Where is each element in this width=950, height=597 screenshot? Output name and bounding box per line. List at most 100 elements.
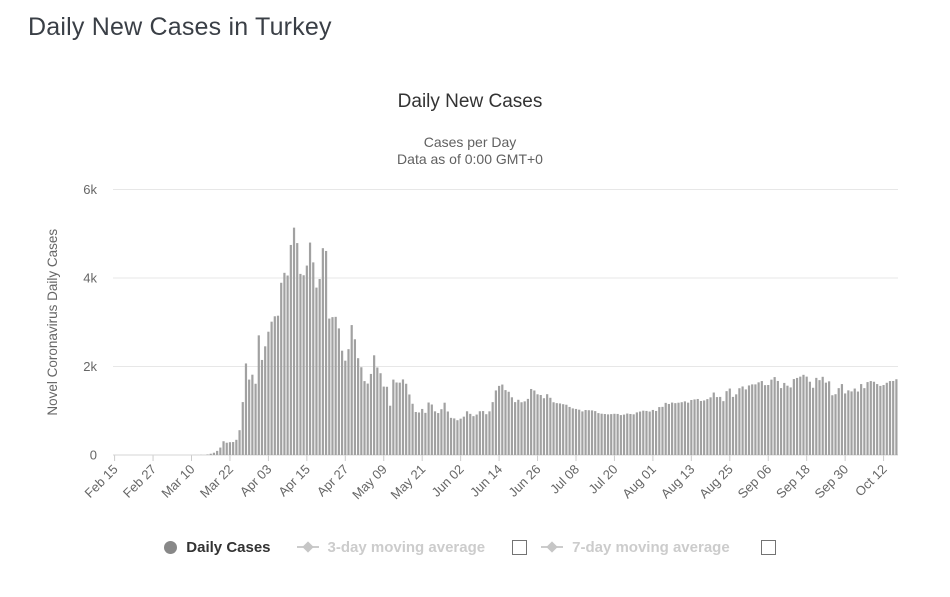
daily-cases-bar[interactable] [241, 402, 244, 455]
daily-cases-bar[interactable] [283, 272, 286, 455]
daily-cases-bar[interactable] [286, 275, 289, 455]
daily-cases-bar[interactable] [379, 373, 382, 455]
daily-cases-bar[interactable] [786, 385, 789, 455]
daily-cases-bar[interactable] [340, 350, 344, 455]
daily-cases-bar[interactable] [267, 331, 270, 455]
daily-cases-bar[interactable] [459, 418, 462, 455]
daily-cases-bar[interactable] [818, 380, 821, 455]
daily-cases-bar[interactable] [677, 402, 680, 455]
daily-cases-bar[interactable] [613, 413, 616, 455]
daily-cases-bar[interactable] [866, 382, 869, 455]
daily-cases-bar[interactable] [212, 452, 216, 455]
daily-cases-bar[interactable] [706, 399, 709, 455]
daily-cases-bar[interactable] [318, 279, 321, 455]
daily-cases-bar[interactable] [296, 243, 299, 455]
daily-cases-bar[interactable] [228, 442, 232, 455]
daily-cases-bar[interactable] [735, 394, 738, 455]
daily-cases-bar[interactable] [805, 376, 808, 455]
daily-cases-bar[interactable] [469, 413, 472, 455]
daily-cases-bar[interactable] [517, 399, 520, 455]
daily-cases-bar[interactable] [594, 411, 597, 455]
daily-cases-bar[interactable] [308, 242, 312, 455]
daily-cases-bar[interactable] [725, 391, 728, 455]
daily-cases-bar[interactable] [398, 382, 401, 455]
daily-cases-bar[interactable] [478, 411, 481, 455]
daily-cases-bar[interactable] [264, 346, 267, 455]
daily-cases-bar[interactable] [244, 363, 248, 455]
daily-cases-bar[interactable] [712, 392, 715, 455]
daily-cases-bar[interactable] [222, 441, 225, 455]
daily-cases-bar[interactable] [847, 390, 850, 455]
daily-cases-bar[interactable] [344, 360, 347, 455]
daily-cases-bar[interactable] [795, 377, 799, 455]
daily-cases-bar[interactable] [417, 412, 421, 455]
daily-cases-bar[interactable] [353, 339, 357, 455]
daily-cases-bar[interactable] [571, 408, 574, 455]
daily-cases-bar[interactable] [232, 442, 235, 455]
daily-cases-bar[interactable] [299, 273, 302, 455]
daily-cases-bar[interactable] [626, 413, 629, 455]
daily-cases-bar[interactable] [693, 399, 696, 455]
daily-cases-bar[interactable] [600, 413, 603, 455]
daily-cases-bar[interactable] [465, 411, 469, 455]
daily-cases-bar[interactable] [863, 388, 866, 455]
daily-cases-bar[interactable] [667, 403, 671, 455]
daily-cases-bar[interactable] [395, 382, 398, 455]
daily-cases-bar[interactable] [757, 382, 760, 455]
daily-cases-bar[interactable] [552, 402, 555, 455]
daily-cases-bar[interactable] [879, 385, 882, 455]
daily-cases-bar[interactable] [834, 394, 837, 455]
daily-cases-bar[interactable] [892, 380, 895, 455]
daily-cases-bar[interactable] [882, 385, 885, 455]
daily-cases-bar[interactable] [225, 442, 228, 455]
daily-cases-bar[interactable] [369, 373, 373, 455]
daily-cases-bar[interactable] [507, 391, 510, 455]
daily-cases-bar[interactable] [491, 402, 494, 455]
daily-cases-bar[interactable] [235, 439, 238, 455]
daily-cases-bar[interactable] [853, 388, 856, 455]
daily-cases-bar[interactable] [568, 406, 571, 455]
daily-cases-bar[interactable] [606, 414, 610, 455]
daily-cases-bar[interactable] [885, 382, 888, 455]
daily-cases-bar[interactable] [280, 282, 283, 455]
daily-cases-bar[interactable] [751, 384, 754, 455]
daily-cases-bar[interactable] [731, 396, 735, 455]
daily-cases-bar[interactable] [808, 381, 811, 455]
daily-cases-bar[interactable] [523, 401, 526, 455]
daily-cases-bar[interactable] [539, 395, 542, 455]
daily-cases-bar[interactable] [661, 406, 664, 455]
daily-cases-bar[interactable] [792, 379, 795, 455]
daily-cases-bar[interactable] [824, 382, 828, 455]
daily-cases-bar[interactable] [709, 397, 712, 455]
daily-cases-bar[interactable] [443, 402, 446, 455]
daily-cases-bar[interactable] [360, 367, 363, 455]
daily-cases-bar[interactable] [770, 379, 773, 455]
daily-cases-bar[interactable] [799, 376, 802, 455]
daily-cases-bar[interactable] [722, 401, 725, 455]
daily-cases-bar[interactable] [619, 415, 622, 455]
daily-cases-bar[interactable] [699, 400, 703, 455]
daily-cases-bar[interactable] [754, 384, 757, 455]
daily-cases-bar[interactable] [257, 335, 260, 455]
daily-cases-bar[interactable] [357, 358, 360, 455]
daily-cases-bar[interactable] [270, 321, 273, 455]
daily-cases-bar[interactable] [526, 398, 530, 455]
daily-cases-bar[interactable] [331, 317, 334, 455]
daily-cases-bar[interactable] [696, 398, 699, 455]
daily-cases-bar[interactable] [651, 409, 654, 455]
daily-cases-bar[interactable] [421, 408, 424, 455]
daily-cases-bar[interactable] [504, 390, 507, 455]
daily-cases-bar[interactable] [328, 318, 331, 455]
daily-cases-bar[interactable] [437, 413, 440, 455]
daily-cases-bar[interactable] [658, 407, 661, 455]
daily-cases-bar[interactable] [715, 397, 719, 455]
daily-cases-bar[interactable] [334, 316, 337, 455]
daily-cases-bar[interactable] [840, 384, 844, 455]
daily-cases-bar[interactable] [719, 396, 722, 455]
legend-item-7day-moving-average[interactable]: 7-day moving average [541, 539, 730, 556]
daily-cases-bar[interactable] [850, 391, 853, 455]
daily-cases-bar[interactable] [895, 379, 898, 455]
daily-cases-bar[interactable] [642, 410, 645, 455]
daily-cases-bar[interactable] [424, 412, 427, 455]
daily-cases-bar[interactable] [382, 386, 385, 455]
